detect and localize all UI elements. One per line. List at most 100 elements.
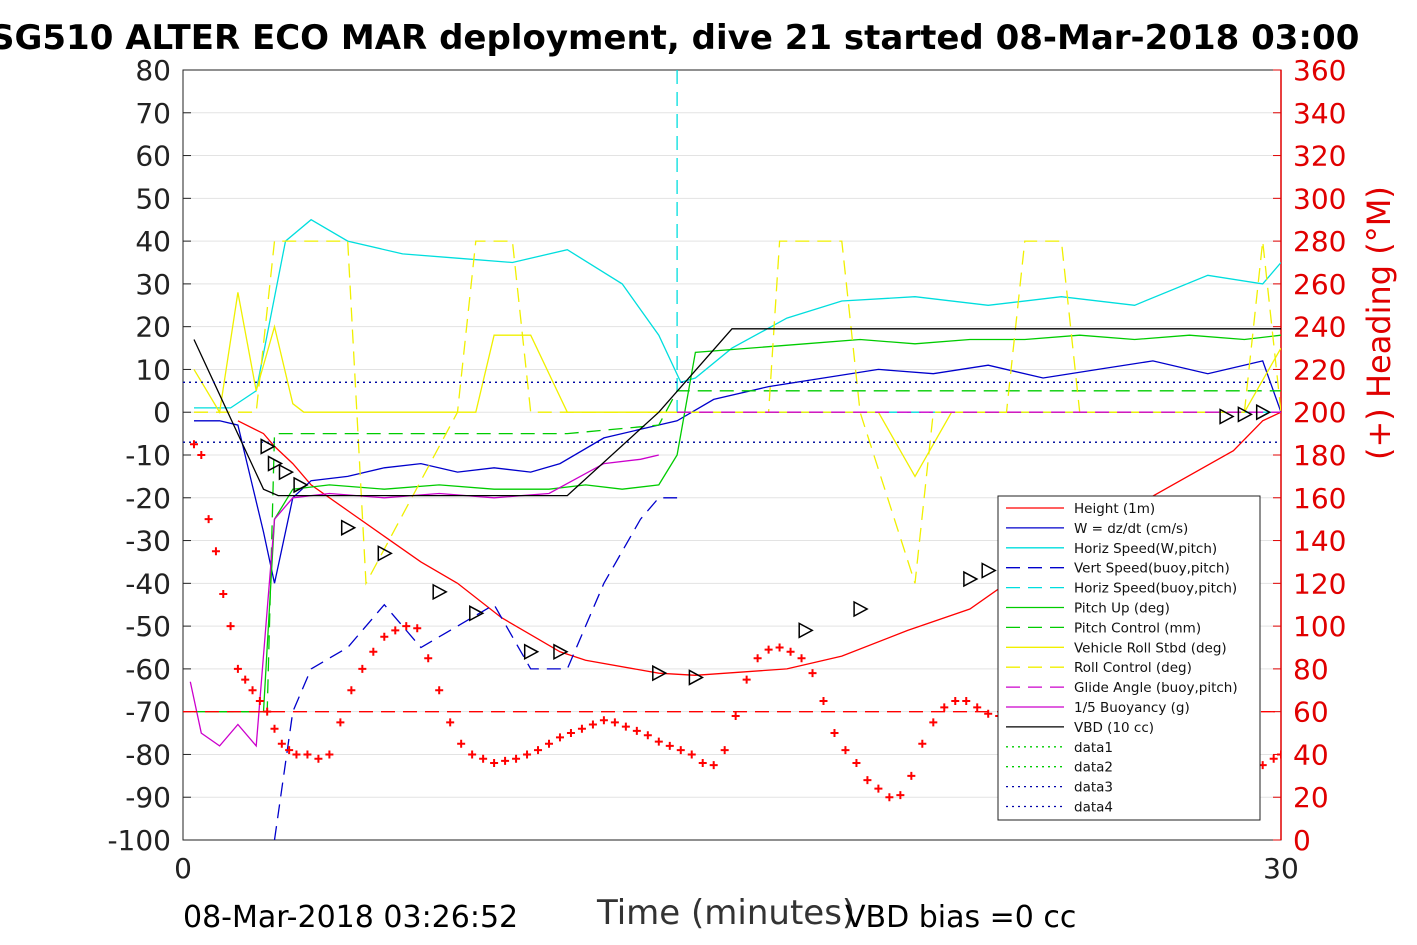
heading-marker [984, 709, 993, 718]
heading-marker [731, 711, 740, 720]
left-tick-label: 20 [135, 311, 171, 344]
trajectory-marker [1237, 406, 1253, 423]
trajectory-marker [267, 455, 284, 472]
heading-marker [896, 791, 905, 800]
heading-marker [742, 675, 751, 684]
legend-entry: Height (1m) [1074, 501, 1155, 517]
heading-marker [241, 675, 250, 684]
left-tick-label: 10 [135, 353, 171, 386]
right-axis-label: (+) Heading (°M) [1360, 186, 1398, 460]
legend-entry: data4 [1074, 800, 1113, 816]
left-tick-label: 30 [135, 268, 171, 301]
series-line [193, 328, 1281, 497]
footer-vbd-bias: VBD bias =0 cc [845, 900, 1077, 935]
heading-marker [918, 739, 927, 748]
heading-marker [665, 741, 674, 750]
right-tick-label: 80 [1293, 653, 1329, 686]
left-tick-label: -40 [125, 567, 171, 600]
heading-marker [457, 739, 466, 748]
right-tick-label: 160 [1293, 482, 1346, 515]
heading-marker [687, 750, 696, 759]
heading-marker [599, 716, 608, 725]
trajectory-marker [293, 476, 309, 494]
heading-marker [841, 746, 850, 755]
heading-marker [248, 686, 257, 695]
heading-marker [907, 771, 916, 780]
legend-entry: VBD (10 cc) [1074, 720, 1154, 736]
heading-marker [973, 703, 982, 712]
heading-marker [643, 731, 652, 740]
heading-marker [676, 746, 685, 755]
left-tick-label: -90 [125, 781, 171, 814]
trajectory-marker [963, 570, 979, 588]
heading-marker [285, 746, 294, 755]
heading-marker [1269, 754, 1278, 763]
heading-marker [1277, 750, 1281, 759]
heading-marker [808, 669, 817, 678]
heading-marker [226, 622, 235, 631]
heading-marker [885, 793, 894, 802]
heading-marker [764, 645, 773, 654]
heading-marker [270, 724, 279, 733]
right-tick-label: 240 [1293, 311, 1346, 344]
heading-marker [325, 750, 334, 759]
heading-marker [874, 784, 883, 793]
left-tick-label: -30 [125, 525, 171, 558]
right-tick-label: 140 [1293, 525, 1346, 558]
legend-entry: Roll Control (deg) [1074, 660, 1192, 676]
right-tick-label: 260 [1293, 268, 1346, 301]
x-tick-label: 30 [1263, 852, 1299, 885]
right-tick-label: 120 [1293, 567, 1346, 600]
heading-marker [219, 590, 228, 599]
heading-marker [435, 686, 444, 695]
left-tick-label: -20 [125, 482, 171, 515]
trajectory-marker [688, 669, 704, 686]
heading-marker [588, 720, 597, 729]
heading-marker [233, 664, 242, 673]
legend-entry: Pitch Control (mm) [1074, 620, 1201, 636]
legend-entry: Horiz Speed(buoy,pitch) [1074, 581, 1237, 597]
heading-marker [534, 746, 543, 755]
right-tick-label: 320 [1293, 140, 1346, 173]
heading-marker [468, 750, 477, 759]
heading-marker [545, 739, 553, 748]
legend-entry: Vert Speed(buoy,pitch) [1074, 561, 1230, 577]
right-tick-label: 340 [1293, 97, 1346, 130]
heading-marker [929, 718, 938, 727]
heading-marker [347, 686, 356, 695]
heading-marker [654, 737, 663, 746]
left-tick-label: 50 [135, 182, 171, 215]
right-tick-label: 20 [1293, 781, 1329, 814]
heading-marker [786, 647, 795, 656]
legend-box [997, 495, 1261, 821]
heading-marker [566, 729, 575, 738]
series-line [194, 218, 1281, 409]
left-tick-label: -100 [107, 824, 171, 857]
legend-entry: 1/5 Buoyancy (g) [1074, 700, 1190, 716]
right-tick-label: 60 [1293, 696, 1329, 729]
heading-marker [720, 746, 729, 755]
heading-marker [391, 626, 400, 635]
right-tick-label: 360 [1293, 54, 1346, 87]
series-line [676, 70, 1281, 413]
trajectory-marker [853, 600, 869, 618]
legend-entry: Pitch Up (deg) [1074, 601, 1170, 617]
heading-marker [797, 654, 806, 663]
trajectory-marker [981, 562, 997, 579]
series-line [273, 497, 678, 840]
x-tick-label: 0 [174, 852, 192, 885]
trajectory-marker [652, 664, 668, 682]
trajectory-marker [278, 463, 295, 481]
heading-marker [303, 750, 312, 759]
series-line [194, 360, 1281, 584]
heading-marker [951, 696, 960, 705]
trajectory-marker [469, 605, 485, 622]
heading-marker [863, 776, 872, 785]
right-tick-label: 220 [1293, 353, 1346, 386]
heading-marker [380, 632, 389, 641]
trajectory-marker [553, 643, 569, 661]
chart-title: SG510 ALTER ECO MAR deployment, dive 21 … [0, 18, 1360, 58]
heading-marker [358, 664, 367, 673]
